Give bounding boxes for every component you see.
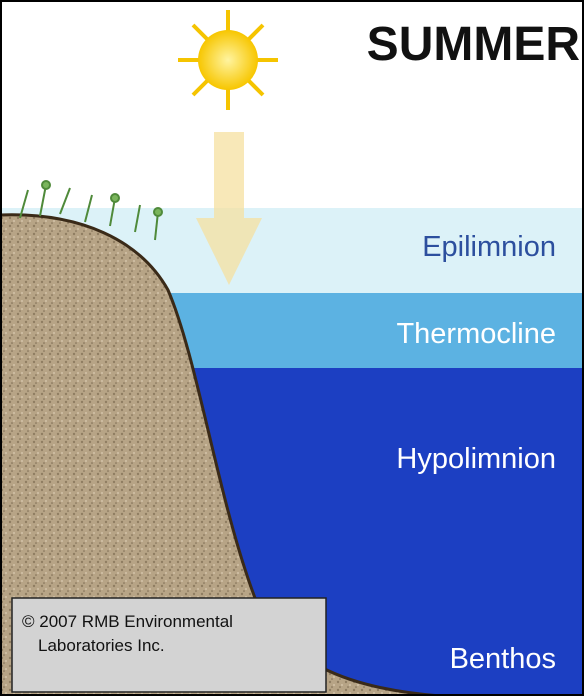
layer-label: Epilimnion bbox=[422, 231, 556, 263]
layer-label: Hypolimnion bbox=[396, 443, 556, 475]
title: SUMMER bbox=[367, 18, 580, 71]
copyright-text: Laboratories Inc. bbox=[38, 636, 165, 655]
layer-label: Benthos bbox=[450, 643, 556, 675]
copyright-text: © 2007 RMB Environmental bbox=[22, 612, 233, 631]
layer-label: Thermocline bbox=[396, 318, 556, 350]
sun bbox=[178, 10, 278, 110]
diagram: SUMMER Epilimnion Thermocline Hypolimnio… bbox=[0, 0, 584, 696]
